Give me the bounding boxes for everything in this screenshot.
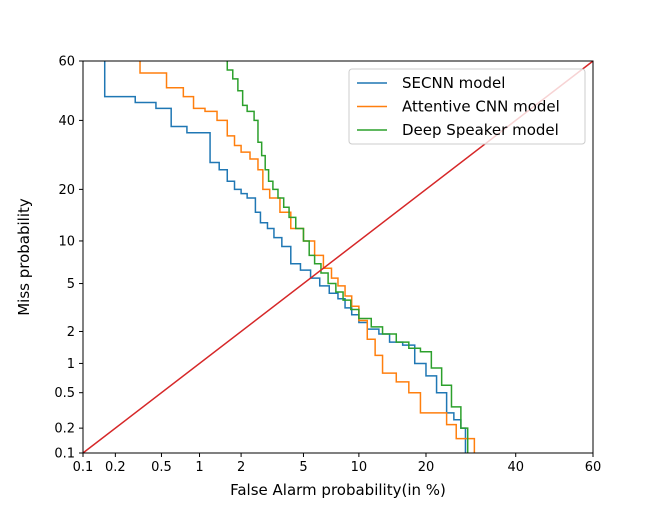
y-tick-label: 1 <box>67 357 75 372</box>
y-tick-label: 0.2 <box>54 422 75 437</box>
x-tick-label: 2 <box>237 460 245 475</box>
series-line-attentive-cnn-model <box>139 61 476 453</box>
x-tick-label: 10 <box>351 460 368 475</box>
y-tick-label: 5 <box>67 277 75 292</box>
x-tick-label: 0.1 <box>73 460 94 475</box>
y-tick-label: 20 <box>58 183 75 198</box>
y-tick-label: 10 <box>58 234 75 249</box>
y-tick-label: 60 <box>58 55 75 70</box>
y-tick-label: 2 <box>67 325 75 340</box>
plot-frame <box>82 60 594 454</box>
x-tick-label: 60 <box>585 460 602 475</box>
x-tick-label: 0.5 <box>151 460 172 475</box>
legend-label-deep-speaker-model: Deep Speaker model <box>402 121 559 139</box>
x-tick-label: 20 <box>418 460 435 475</box>
x-tick-label: 5 <box>299 460 307 475</box>
legend: SECNN model Attentive CNN model Deep Speak… <box>348 68 586 145</box>
x-axis: 0.1 0.2 0.5 1 2 5 10 20 40 60 <box>73 453 602 475</box>
y-tick-label: 0.1 <box>54 447 75 462</box>
x-tick-label: 40 <box>507 460 524 475</box>
x-axis-label: False Alarm probability(in %) <box>230 481 446 499</box>
y-tick-label: 40 <box>58 114 75 129</box>
series-line-secnn-model <box>103 61 467 453</box>
y-tick-label: 0.5 <box>54 386 75 401</box>
series-line-deep-speaker-model <box>226 61 469 453</box>
legend-box <box>348 68 586 145</box>
x-tick-label: 1 <box>195 460 203 475</box>
legend-label-attentive-cnn-model: Attentive CNN model <box>402 98 560 116</box>
y-axis: 0.1 0.2 0.5 1 2 5 10 20 40 60 <box>54 55 83 462</box>
legend-label-secnn-model: SECNN model <box>402 74 505 92</box>
x-tick-label: 0.2 <box>105 460 126 475</box>
y-axis-label: Miss probability <box>15 198 33 316</box>
